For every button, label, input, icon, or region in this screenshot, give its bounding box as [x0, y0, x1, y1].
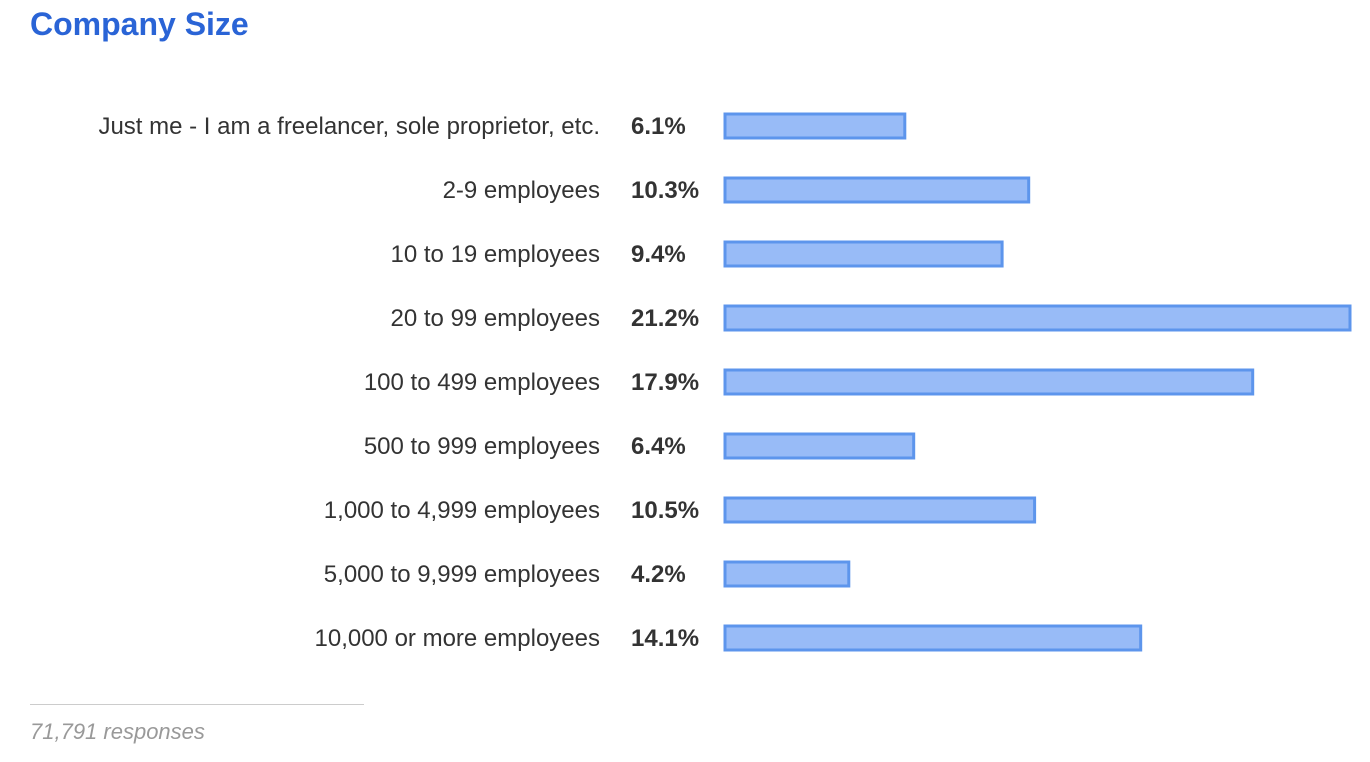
category-label: 5,000 to 9,999 employees — [324, 561, 600, 588]
bar — [723, 176, 1031, 204]
value-label: 10.3% — [631, 177, 699, 204]
bar — [723, 368, 1255, 396]
value-label: 4.2% — [631, 561, 686, 588]
category-label: 20 to 99 employees — [391, 305, 600, 332]
bar — [723, 624, 1143, 652]
value-label: 21.2% — [631, 305, 699, 332]
value-label: 14.1% — [631, 625, 699, 652]
response-count: 71,791 responses — [30, 719, 205, 744]
category-label: 100 to 499 employees — [364, 369, 600, 396]
bar — [723, 112, 907, 140]
bar-chart: Just me - I am a freelancer, sole propri… — [98, 112, 1352, 652]
value-label: 17.9% — [631, 369, 699, 396]
category-label: 10,000 or more employees — [315, 625, 601, 652]
value-label: 10.5% — [631, 497, 699, 524]
category-label: 2-9 employees — [443, 177, 600, 204]
value-label: 9.4% — [631, 241, 686, 268]
category-label: Just me - I am a freelancer, sole propri… — [98, 113, 600, 140]
category-label: 10 to 19 employees — [391, 241, 600, 268]
bar — [723, 240, 1004, 268]
bar — [723, 560, 851, 588]
bar — [723, 496, 1037, 524]
bar — [723, 304, 1352, 332]
footer-divider — [30, 704, 364, 705]
chart-title: Company Size — [30, 6, 249, 42]
category-label: 1,000 to 4,999 employees — [324, 497, 600, 524]
value-label: 6.1% — [631, 113, 686, 140]
value-label: 6.4% — [631, 433, 686, 460]
category-label: 500 to 999 employees — [364, 433, 600, 460]
bar — [723, 432, 916, 460]
